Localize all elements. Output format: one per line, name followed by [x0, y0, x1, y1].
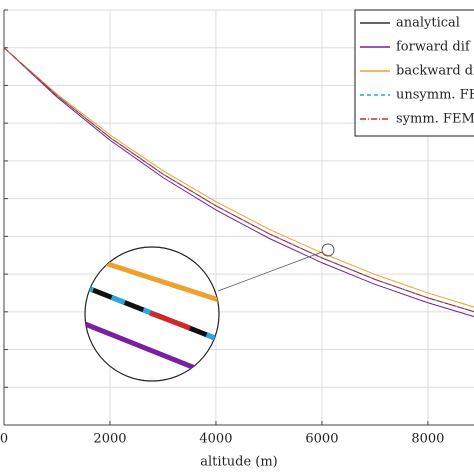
zoom-target: [321, 243, 335, 257]
series-line: [4, 47, 474, 313]
x-tick-label: 8000: [411, 432, 444, 447]
series-line: [4, 47, 474, 318]
legend-label: unsymm. FE: [396, 88, 474, 103]
legend: [354, 9, 474, 137]
x-tick-label: 4000: [199, 432, 232, 447]
legend-label: forward dif: [396, 40, 471, 55]
x-tick-label: 0: [0, 432, 8, 447]
x-axis-label: altitude (m): [200, 455, 278, 470]
legend-label: analytical: [396, 16, 460, 31]
legend-label: symm. FEM: [396, 112, 474, 127]
x-tick-label: 6000: [305, 432, 338, 447]
legend-label: backward dif: [396, 64, 474, 79]
x-tick-label: 2000: [93, 432, 126, 447]
series-line: [4, 47, 474, 308]
zoom-connector: [217, 251, 323, 292]
zoom-inset: [84, 243, 335, 382]
zoom-line: [149, 310, 191, 331]
